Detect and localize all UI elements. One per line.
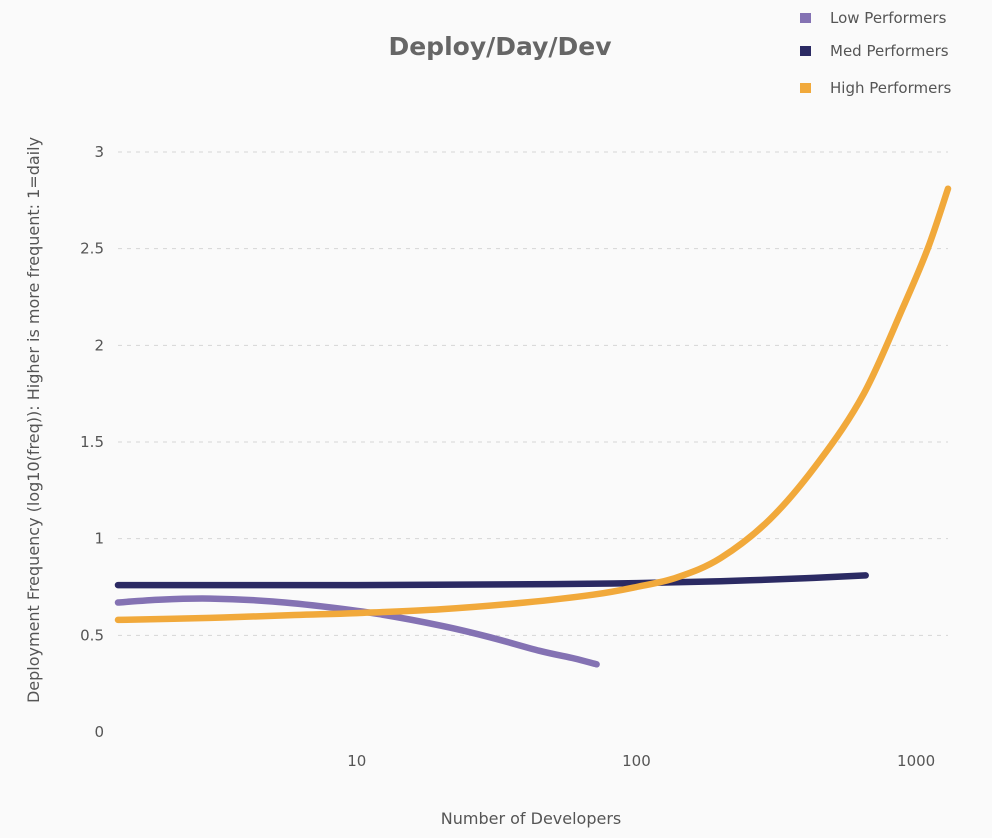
legend-swatch-high-performers: [800, 83, 811, 93]
x-tick-label: 10: [347, 752, 366, 770]
legend-swatch-low-performers: [800, 13, 811, 23]
series-line-low-performers: [114, 595, 600, 668]
y-tick-label: 3: [94, 143, 104, 161]
legend-label-high-performers: High Performers: [830, 79, 952, 97]
legend-label-low-performers: Low Performers: [830, 9, 947, 27]
y-tick-label: 2: [94, 336, 104, 354]
y-axis-ticks: 0 0.5 1 1.5 2 2.5 3: [80, 143, 104, 741]
series-line-med-performers: [114, 572, 869, 589]
legend-label-med-performers: Med Performers: [830, 42, 949, 60]
y-tick-label: 2.5: [80, 240, 104, 258]
series-group: [114, 185, 952, 668]
y-tick-label: 1.5: [80, 433, 104, 451]
gridlines: [118, 151, 948, 636]
y-tick-label: 0.5: [80, 626, 104, 644]
legend: Low Performers Med Performers High Perform…: [800, 9, 952, 97]
chart-title: Deploy/Day/Dev: [388, 32, 611, 61]
legend-swatch-med-performers: [800, 46, 811, 56]
y-tick-label: 0: [94, 723, 104, 741]
y-tick-label: 1: [94, 530, 104, 548]
x-tick-label: 1000: [897, 752, 935, 770]
x-axis-ticks: 10 100 1000: [347, 752, 935, 770]
x-axis-label: Number of Developers: [441, 809, 622, 828]
x-tick-label: 100: [622, 752, 651, 770]
y-axis-label: Deployment Frequency (log10(freq)): High…: [24, 137, 43, 703]
series-line-high-performers: [114, 185, 952, 624]
